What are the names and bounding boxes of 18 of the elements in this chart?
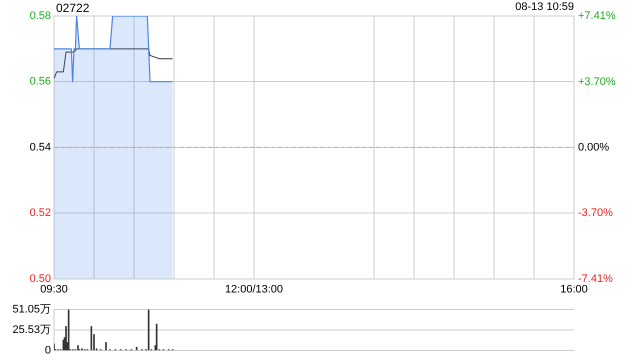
text: 08-13 10:59 <box>515 1 574 13</box>
y-tick-label: 0.58 <box>30 10 51 22</box>
y-tick-label: 0.54 <box>30 141 51 154</box>
chart-title: 02722 <box>56 1 90 15</box>
y2-tick-label: -7.41% <box>578 272 614 285</box>
y2-tick-label: +3.70% <box>578 76 616 88</box>
y-tick-label: 25.53万 <box>12 324 51 336</box>
x-tick-label: 12:00/13:00 <box>224 283 284 296</box>
y-tick-label: 0 <box>44 344 51 356</box>
y2-tick-label: -3.70% <box>578 207 614 220</box>
y-tick-label: 0.52 <box>30 207 51 220</box>
y-tick-label: 51.05万 <box>12 304 51 316</box>
y-tick-label: 0.56 <box>30 76 51 88</box>
x-tick-label: 16:00 <box>560 283 588 296</box>
y2-tick-label: 0.00% <box>578 141 610 154</box>
x-tick-label: 09:30 <box>40 283 68 296</box>
y2-tick-label: +7.41% <box>578 10 616 22</box>
y-tick-label: 0.50 <box>30 272 51 285</box>
